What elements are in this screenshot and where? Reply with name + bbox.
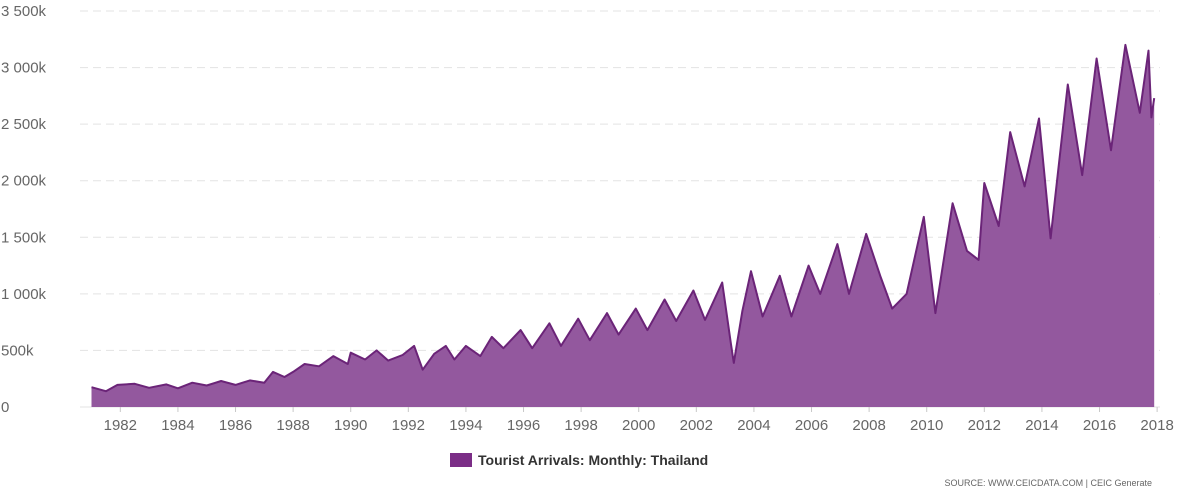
y-tick-label: 2 500k: [1, 116, 47, 133]
y-tick-label: 3 000k: [1, 60, 47, 77]
series-area[interactable]: [91, 44, 1155, 408]
x-tick-label: 2018: [1140, 417, 1173, 434]
x-tick-label: 1984: [161, 417, 194, 434]
x-tick-label: 1986: [219, 417, 252, 434]
x-tick-label: 2010: [910, 417, 943, 434]
area-layer: [91, 43, 1156, 408]
x-tick-label: 2014: [1025, 417, 1058, 434]
y-tick-label: 500k: [1, 342, 34, 359]
x-tick-label: 2006: [795, 417, 828, 434]
x-tick-label: 1994: [449, 417, 482, 434]
x-tick-label: 2000: [622, 417, 655, 434]
x-tick-label: 1988: [276, 417, 309, 434]
y-tick-label: 3 500k: [1, 3, 47, 20]
source-credit: SOURCE: WWW.CEICDATA.COM | CEIC Generate: [944, 478, 1152, 488]
x-tick-label: 1996: [507, 417, 540, 434]
x-tick-label: 1982: [104, 417, 137, 434]
y-tick-label: 0: [1, 399, 9, 416]
y-tick-label: 1 000k: [1, 286, 47, 303]
y-tick-label: 2 000k: [1, 173, 47, 190]
x-tick-label: 2008: [852, 417, 885, 434]
y-tick-label: 1 500k: [1, 229, 47, 246]
legend-swatch: [450, 453, 472, 467]
x-tick-label: 2002: [680, 417, 713, 434]
x-tick-label: 1998: [564, 417, 597, 434]
axis-layer: 0 500k 1 000k 1 500k 2 000k 2 500k 3 000k 3 500…: [1, 3, 1174, 434]
x-tick-label: 1992: [392, 417, 425, 434]
legend-label: Tourist Arrivals: Monthly: Thailand: [478, 452, 709, 468]
x-tick-label: 2016: [1083, 417, 1116, 434]
x-tick-label: 2012: [968, 417, 1001, 434]
x-tick-label: 1990: [334, 417, 367, 434]
legend[interactable]: Tourist Arrivals: Monthly: Thailand: [450, 452, 708, 468]
x-tick-label: 2004: [737, 417, 770, 434]
series-line[interactable]: [91, 43, 1156, 393]
